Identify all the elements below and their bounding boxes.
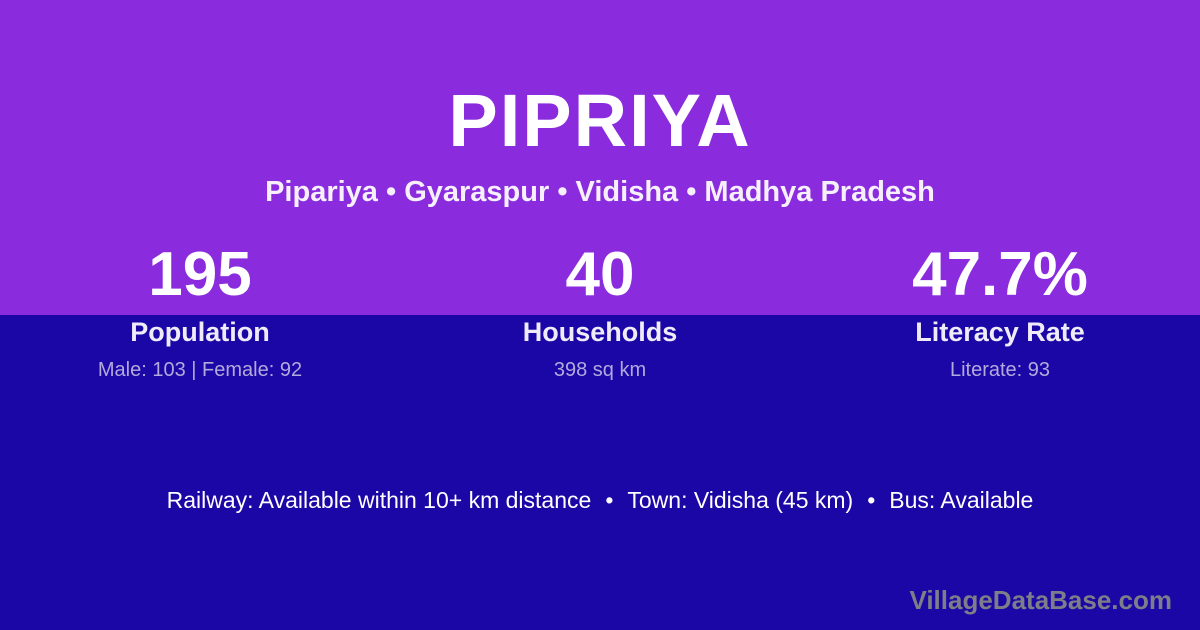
bus-info: Bus: Available	[889, 487, 1034, 513]
railway-info: Railway: Available within 10+ km distanc…	[166, 487, 592, 513]
literacy-value: 47.7%	[912, 240, 1088, 309]
header: PIPRIYA Pipariya • Gyaraspur • Vidisha •…	[0, 0, 1200, 209]
site-watermark: VillageDataBase.com	[909, 585, 1172, 615]
bullet-separator: •	[867, 487, 876, 513]
population-detail: Male: 103 | Female: 92	[97, 359, 303, 381]
stat-literacy: 47.7% Literacy Rate Literate: 93	[800, 240, 1200, 381]
literacy-detail: Literate: 93	[949, 359, 1051, 381]
literacy-label: Literacy Rate	[915, 317, 1085, 347]
stat-households: 40 Households 398 sq km	[400, 240, 800, 381]
stat-population: 195 Population Male: 103 | Female: 92	[0, 240, 400, 381]
population-label: Population	[130, 317, 270, 347]
breadcrumb: Pipariya • Gyaraspur • Vidisha • Madhya …	[265, 176, 935, 208]
population-value: 195	[148, 240, 252, 309]
stats-row: 195 Population Male: 103 | Female: 92 40…	[0, 240, 1200, 381]
households-label: Households	[522, 317, 678, 347]
page-title: PIPRIYA	[448, 79, 752, 162]
town-info: Town: Vidisha (45 km)	[627, 487, 854, 513]
amenities-line: Railway: Available within 10+ km distanc…	[0, 484, 1200, 516]
header-band	[0, 0, 1200, 315]
bullet-separator: •	[605, 487, 614, 513]
households-detail: 398 sq km	[553, 359, 647, 381]
households-value: 40	[565, 240, 635, 309]
